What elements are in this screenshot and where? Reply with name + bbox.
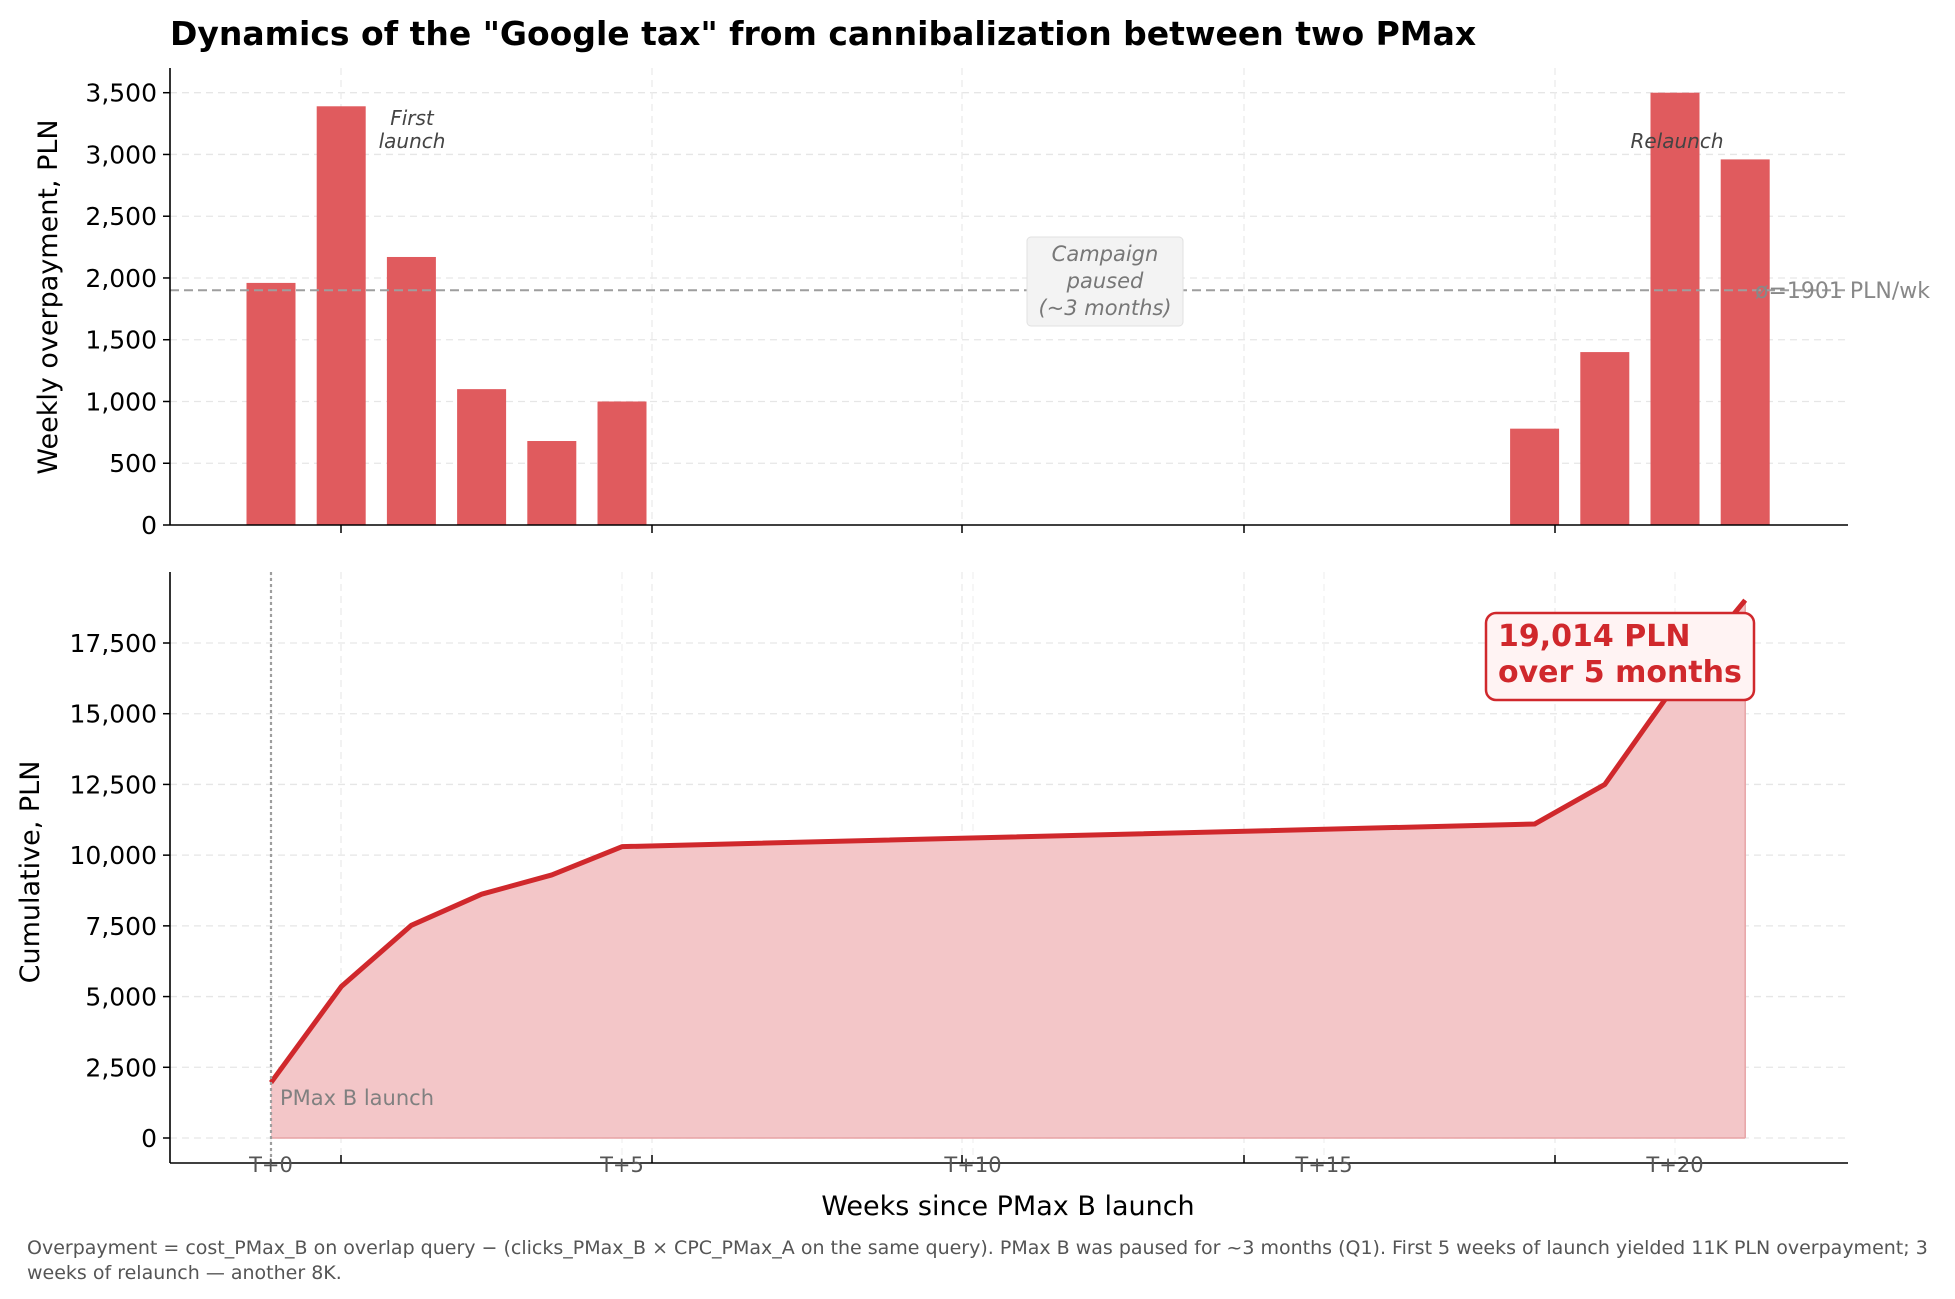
weekly-bar [1580,352,1630,525]
weekly-bar [246,282,296,525]
bottom-y-tick-label: 17,500 [70,629,157,658]
first-launch-annotation: launch [379,129,446,153]
top-y-tick-label: 2,500 [85,202,157,231]
paused-annotation-box [1026,236,1184,327]
launch-marker-group: PMax B launch [269,572,434,1163]
bottom-y-tick-label: 10,000 [70,841,157,870]
top-vertical-grid [340,68,1556,525]
weekly-bar [1720,159,1770,525]
top-y-tick-label: 1,000 [85,387,157,416]
campaign-paused-annotation: (~3 months) [1038,296,1171,320]
x-tick-label: T+15 [1294,1153,1352,1177]
first-launch-annotation: First [390,106,435,130]
weekly-bar [597,401,647,525]
top-y-tick-label: 3,000 [85,140,157,169]
x-axis-label: Weeks since PMax B launch [821,1191,1194,1222]
x-tick-label: T+5 [599,1153,644,1177]
cumulative-fill [271,600,1746,1138]
bottom-y-axis-label: Cumulative, PLN [15,761,46,984]
bottom-y-tick-label: 7,500 [85,912,157,941]
weekly-bar [386,256,436,525]
bottom-axes: 0 2,500 5,000 7,500 10,000 12,500 15,000 17,500 [70,572,1848,1164]
chart-title: Dynamics of the "Google tax" from cannib… [170,14,1476,53]
footnote: Overpayment = cost_PMax_B on overlap que… [27,1237,1928,1284]
weekly-bar [1650,92,1700,526]
launch-marker-label: PMax B launch [280,1086,434,1110]
top-y-tick-label: 2,000 [85,264,157,293]
total-callout-text: 19,014 PLN [1498,619,1690,654]
top-y-tick-label: 500 [109,449,157,478]
total-callout-box [1484,611,1756,702]
campaign-paused-annotation: paused [1066,269,1144,293]
x-tick-label: T+10 [943,1153,1001,1177]
campaign-paused-annotation: Campaign [1052,242,1159,266]
top-y-axis-label: Weekly overpayment, PLN [33,119,64,474]
top-y-tick-label: 3,500 [85,79,157,108]
bottom-y-tick-label: 2,500 [85,1053,157,1082]
weekly-bar [316,106,366,526]
top-y-tick-label: 1,500 [85,326,157,355]
bottom-y-tick-label: 5,000 [85,983,157,1012]
weekly-bar [1510,428,1560,525]
relaunch-annotation: Relaunch [1630,129,1723,153]
top-grid [170,92,1848,464]
top-axes: 0 500 1,000 1,500 2,000 2,500 3,000 3,500 [85,68,1848,540]
weekly-bar [527,441,577,525]
weekly-bar [457,389,507,525]
x-tick-label: T+0 [248,1153,293,1177]
cumulative-line [268,598,1748,1085]
cumulative-area [268,598,1748,1139]
average-line-group: ø=1901 PLN/wk [170,279,1930,304]
x-tick-label: T+20 [1645,1153,1703,1177]
bottom-y-tick-label: 12,500 [70,770,157,799]
bottom-y-tick-label: 15,000 [70,700,157,729]
weekly-bars [246,92,1770,526]
bottom-y-tick-label: 0 [141,1124,157,1153]
top-y-tick-label: 0 [141,511,157,540]
total-callout-text: over 5 months [1498,655,1742,690]
average-label: ø=1901 PLN/wk [1755,279,1930,304]
x-tick-labels: T+0 T+5 T+10 T+15 T+20 [248,1153,1703,1177]
